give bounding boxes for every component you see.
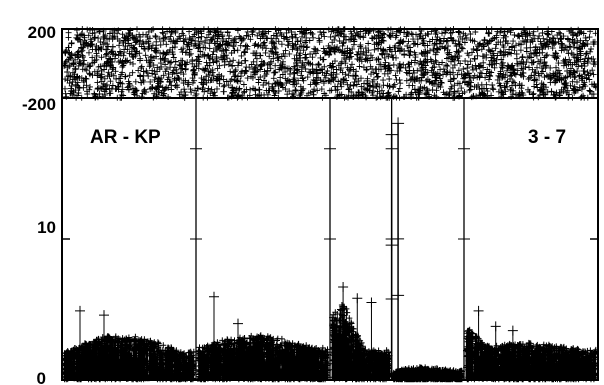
bottom-tick-label-mid: 10	[37, 218, 56, 237]
segment-markers	[463, 326, 599, 383]
bottom-panel-data	[61, 117, 599, 383]
tall-marker-plus	[385, 128, 398, 141]
tall-marker-plus	[385, 239, 398, 252]
tall-marker-plus	[392, 117, 405, 130]
segment-markers	[61, 333, 197, 383]
segment-markers	[195, 332, 331, 383]
bottom-tick-label-zero: 0	[37, 369, 46, 385]
tall-marker-plus	[385, 293, 398, 306]
tall-marker-plus	[392, 289, 405, 302]
segment-markers	[390, 364, 465, 383]
top-panel-noise-markers	[61, 26, 599, 101]
panel-label-right-bg	[522, 120, 572, 152]
top-tick-label-max: 200	[28, 23, 56, 42]
segment-markers	[329, 302, 393, 383]
panel-label-left: AR - KP	[90, 127, 161, 148]
tall-marker-plus	[392, 232, 405, 245]
panel-label-left-bg	[84, 120, 176, 152]
top-panel-data	[61, 26, 599, 101]
panel-label-right: 3 - 7	[528, 127, 566, 148]
top-tick-label-min: -200	[22, 95, 56, 114]
